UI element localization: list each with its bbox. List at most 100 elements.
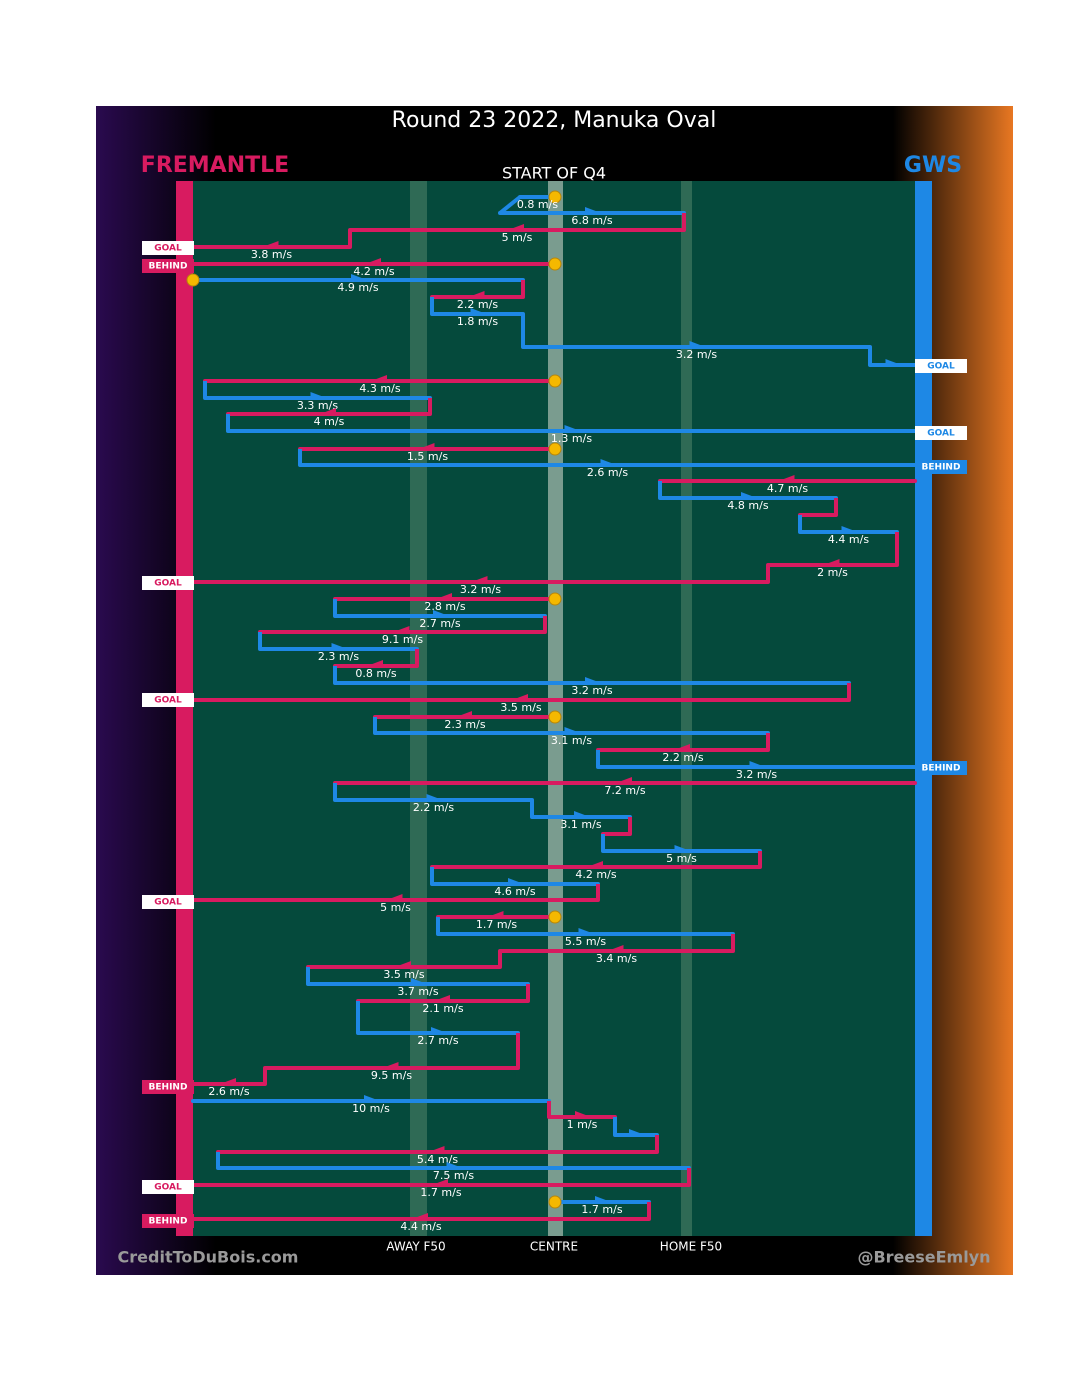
arrow (778, 475, 795, 482)
arrow (674, 845, 691, 852)
arrow (431, 1027, 447, 1034)
speed-label: 0.8 m/s (355, 667, 396, 680)
arrow (386, 894, 403, 901)
speed-label: 3.5 m/s (383, 968, 424, 981)
home-f50-line (681, 181, 692, 1236)
title: Round 23 2022, Manuka Oval (392, 108, 717, 133)
arrow (689, 341, 706, 348)
arrow (823, 559, 840, 566)
speed-label: 5 m/s (502, 231, 533, 244)
speed-label: 3.1 m/s (560, 818, 601, 831)
arrow (470, 308, 487, 315)
speed-label: 1.7 m/s (581, 1203, 622, 1216)
arrow (411, 978, 427, 985)
outcome-box (142, 259, 194, 273)
outcome-label: BEHIND (922, 463, 961, 473)
outcome-label: GOAL (154, 1183, 182, 1193)
connector (498, 195, 522, 215)
arrow (471, 576, 488, 583)
arrow (575, 1111, 591, 1118)
speed-label: 4 m/s (314, 415, 345, 428)
speed-label: 1.8 m/s (457, 315, 498, 328)
outcome-box (142, 576, 194, 590)
arrow (468, 291, 485, 298)
speed-label: 2.7 m/s (417, 1034, 458, 1047)
speed-label: 5 m/s (666, 852, 697, 865)
outcome-label: BEHIND (149, 262, 188, 272)
speed-label: 4.3 m/s (359, 382, 400, 395)
outcome-label: BEHIND (922, 764, 961, 774)
arrow (508, 224, 524, 231)
arrow (446, 1162, 463, 1169)
speed-label: 2.2 m/s (413, 801, 454, 814)
outcome-box (142, 895, 194, 909)
speed-label: 3.2 m/s (676, 348, 717, 361)
away-team: FREMANTLE (141, 153, 289, 178)
outcome-label: GOAL (927, 362, 955, 372)
speed-label: 1 m/s (567, 1118, 598, 1131)
speed-label: 9.1 m/s (382, 633, 423, 646)
outcome-box (142, 1214, 194, 1228)
start-dot (548, 910, 562, 924)
start-dot (186, 273, 200, 287)
arrow (220, 1078, 236, 1085)
speed-label: 4.4 m/s (400, 1220, 441, 1233)
speed-label: 4.7 m/s (767, 482, 808, 495)
speed-label: 4.6 m/s (494, 885, 535, 898)
arrow (367, 660, 383, 667)
arrow (616, 777, 632, 784)
arrow (364, 1095, 380, 1102)
speed-label: 5.5 m/s (565, 935, 606, 948)
arrow (395, 961, 411, 968)
arrow (564, 425, 581, 432)
speed-label: 3.4 m/s (596, 952, 637, 965)
arrow (574, 811, 590, 818)
arrow (595, 1196, 611, 1203)
speed-label: 7.5 m/s (433, 1169, 474, 1182)
speed-label: 3.2 m/s (571, 684, 612, 697)
arrow (434, 995, 450, 1002)
outcome-label: GOAL (154, 898, 182, 908)
arrow (432, 1179, 448, 1186)
away-f50-line (410, 181, 427, 1236)
arrow (600, 459, 617, 466)
speed-label: 2.8 m/s (424, 600, 465, 613)
speed-label: 4.9 m/s (337, 281, 378, 294)
arrow (418, 443, 435, 450)
start-dot (548, 190, 562, 204)
speed-label: 4.8 m/s (727, 499, 768, 512)
speed-label: 2.7 m/s (419, 617, 460, 630)
arrow (331, 643, 348, 650)
axis-label: CENTRE (530, 1240, 578, 1254)
speed-label: 0.8 m/s (517, 198, 558, 211)
outcome-label: GOAL (154, 579, 182, 589)
home-post (915, 181, 932, 1236)
footer-right: @BreeseEmlyn (857, 1248, 990, 1267)
axis-label: AWAY F50 (386, 1240, 445, 1254)
start-dot (548, 592, 562, 606)
speed-label: 6.8 m/s (571, 214, 612, 227)
speed-label: 1.3 m/s (551, 432, 592, 445)
outcome-box (142, 1180, 194, 1194)
arrow (607, 945, 624, 952)
arrow (578, 928, 595, 935)
speed-label: 3.2 m/s (736, 768, 777, 781)
start-dot (548, 710, 562, 724)
arrow (426, 794, 443, 801)
speed-label: 10 m/s (352, 1102, 390, 1115)
arrow (885, 359, 902, 366)
speed-label: 2.2 m/s (457, 298, 498, 311)
speed-label: 3.7 m/s (397, 985, 438, 998)
speed-label: 4.2 m/s (575, 868, 616, 881)
start-dot (548, 1195, 562, 1209)
arrow (351, 274, 367, 281)
speed-label: 4.4 m/s (828, 533, 869, 546)
arrow (512, 694, 528, 701)
outcome-label: BEHIND (149, 1217, 188, 1227)
arrow (587, 861, 603, 868)
speed-label: 2.3 m/s (318, 650, 359, 663)
outcome-box (142, 693, 194, 707)
chains: 0.8 m/s 6.8 m/s 5 m/s 3.8 m/s 4.2 m/s 4.9 m/s… (142, 190, 967, 1233)
arrow (629, 1129, 645, 1136)
speed-label: 2 m/s (817, 566, 848, 579)
